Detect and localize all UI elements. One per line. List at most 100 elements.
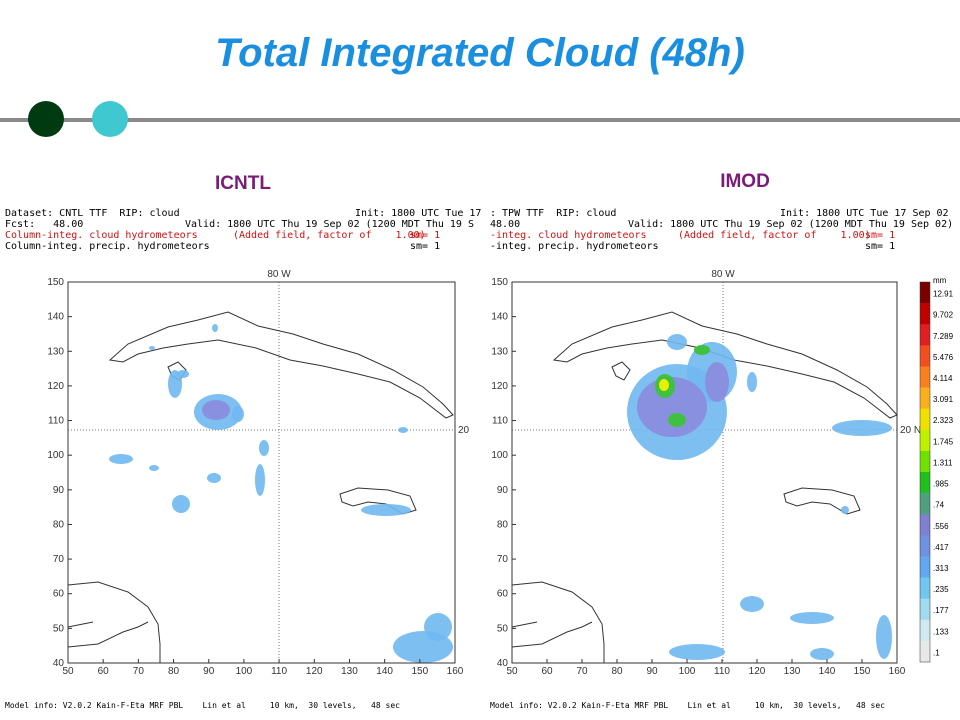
- x-tick-label: 140: [376, 666, 393, 677]
- header-text: (Added field, factor of 1.00): [233, 230, 426, 241]
- header-text: -integ. precip. hydrometeors: [490, 241, 659, 252]
- map-left: [67, 282, 455, 664]
- header-text: (Added field, factor of 1.00): [678, 230, 871, 241]
- header-text: Init: 1800 UTC Tue 17: [355, 208, 481, 219]
- colorbar-label: .985: [933, 480, 949, 489]
- colorbar-label: 1.311: [933, 458, 953, 467]
- x-tick-label: 50: [506, 666, 518, 677]
- y-tick-label: 150: [47, 277, 64, 288]
- header-text: sm= 1: [865, 230, 895, 241]
- x-tick-label: 80: [611, 666, 623, 677]
- x-tick-label: 60: [98, 666, 110, 677]
- colorbar-segment: [920, 366, 930, 388]
- header-text: sm= 1: [410, 230, 440, 241]
- colorbar-segment: [920, 450, 930, 473]
- y-tick-label: 40: [497, 658, 509, 669]
- y-tick-label: 70: [497, 554, 509, 565]
- y-tick-label: 120: [491, 381, 508, 392]
- y-tick-label: 130: [47, 346, 64, 357]
- y-tick-label: 140: [491, 312, 508, 323]
- y-tick-label: 150: [491, 277, 508, 288]
- x-tick-label: 60: [541, 666, 553, 677]
- header-text: Column-integ. cloud hydrometeors: [5, 230, 198, 241]
- footer: Model info: V2.0.2 Kain-F-Eta MRF PBL Li…: [490, 701, 885, 710]
- header-text: sm= 1: [410, 241, 440, 252]
- header-text: Fcst: 48.00: [5, 219, 83, 230]
- y-tick-label: 90: [53, 485, 65, 496]
- x-tick-label: 70: [576, 666, 588, 677]
- header-text: Init: 1800 UTC Tue 17 Sep 02: [780, 208, 949, 219]
- colorbar-segment: [920, 324, 930, 346]
- y-tick-label: 100: [491, 450, 508, 461]
- y-tick-label: 120: [47, 381, 64, 392]
- y-tick-label: 80: [53, 519, 65, 530]
- y-tick-label: 50: [497, 623, 509, 634]
- map-right: [511, 282, 898, 664]
- colorbar-label: .235: [933, 585, 949, 594]
- header-text: sm= 1: [865, 241, 895, 252]
- bullet-dark: [28, 101, 64, 137]
- x-tick-label: 130: [341, 666, 358, 677]
- x-tick-label: 120: [306, 666, 323, 677]
- header-text: Valid: 1800 UTC Thu 19 Sep 02 (1200 MDT …: [628, 219, 953, 230]
- header-text: Column-integ. precip. hydrometeors: [5, 241, 210, 252]
- y-tick-label: 90: [497, 485, 509, 496]
- y-tick-label: 130: [491, 346, 508, 357]
- lon-label: 80 W: [711, 269, 735, 280]
- panel-label: ICNTL: [215, 173, 271, 194]
- lat-label: 20: [458, 425, 470, 436]
- y-tick-label: 110: [48, 416, 64, 427]
- coastline: [611, 361, 631, 381]
- y-tick-label: 140: [47, 312, 64, 323]
- y-tick-label: 40: [53, 658, 65, 669]
- colorbar-label: .1: [933, 648, 940, 657]
- colorbar-segment: [920, 408, 930, 431]
- x-tick-label: 110: [271, 666, 287, 677]
- colorbar-segment: [920, 640, 930, 663]
- x-tick-label: 150: [854, 666, 871, 677]
- colorbar-segment: [920, 387, 930, 409]
- header-text: -integ. cloud hydrometeors: [490, 230, 647, 241]
- colorbar-segment: [920, 493, 930, 515]
- map-frame: [67, 281, 456, 664]
- x-tick-label: 80: [168, 666, 180, 677]
- colorbar-label: 3.091: [933, 395, 954, 404]
- x-tick-label: 140: [819, 666, 836, 677]
- colorbar-label: .313: [933, 564, 949, 573]
- colorbar-label: .74: [933, 501, 945, 510]
- cloud-field: [109, 324, 453, 663]
- x-tick-label: 130: [784, 666, 801, 677]
- colorbar-label: 12.91: [933, 290, 954, 299]
- colorbar-label: 7.289: [933, 332, 954, 341]
- x-tick-label: 150: [411, 666, 428, 677]
- colorbar-label: 4.114: [933, 374, 953, 383]
- colorbar-label: .556: [933, 522, 949, 531]
- colorbar-segment: [920, 429, 930, 452]
- slide-title: Total Integrated Cloud (48h): [215, 31, 745, 75]
- x-tick-label: 90: [646, 666, 658, 677]
- y-tick-label: 60: [497, 589, 509, 600]
- y-tick-label: 60: [53, 589, 65, 600]
- x-tick-label: 90: [203, 666, 215, 677]
- y-tick-label: 50: [53, 623, 65, 634]
- coastline: [67, 581, 161, 664]
- colorbar-segment: [920, 303, 930, 325]
- lon-label: 80 W: [267, 269, 291, 280]
- colorbar-label: 5.476: [933, 353, 954, 362]
- x-tick-label: 70: [133, 666, 145, 677]
- y-tick-label: 110: [492, 416, 508, 427]
- colorbar-frame: [919, 281, 931, 663]
- header-left: Dataset: CNTL TTF RIP: cloud Init: 1800 …: [5, 208, 481, 252]
- x-tick-label: 100: [679, 666, 696, 677]
- y-tick-label: 70: [53, 554, 65, 565]
- colorbar-segment: [920, 345, 930, 367]
- x-tick-label: 120: [749, 666, 766, 677]
- colorbar-segment: [920, 577, 930, 599]
- header-text: Dataset: CNTL TTF RIP: cloud: [5, 208, 180, 219]
- colorbar-segment: [920, 514, 930, 536]
- bullet-light: [92, 101, 128, 137]
- colorbar-segment: [920, 472, 930, 494]
- footer: Model info: V2.0.2 Kain-F-Eta MRF PBL Li…: [5, 701, 400, 710]
- x-tick-label: 160: [447, 666, 464, 677]
